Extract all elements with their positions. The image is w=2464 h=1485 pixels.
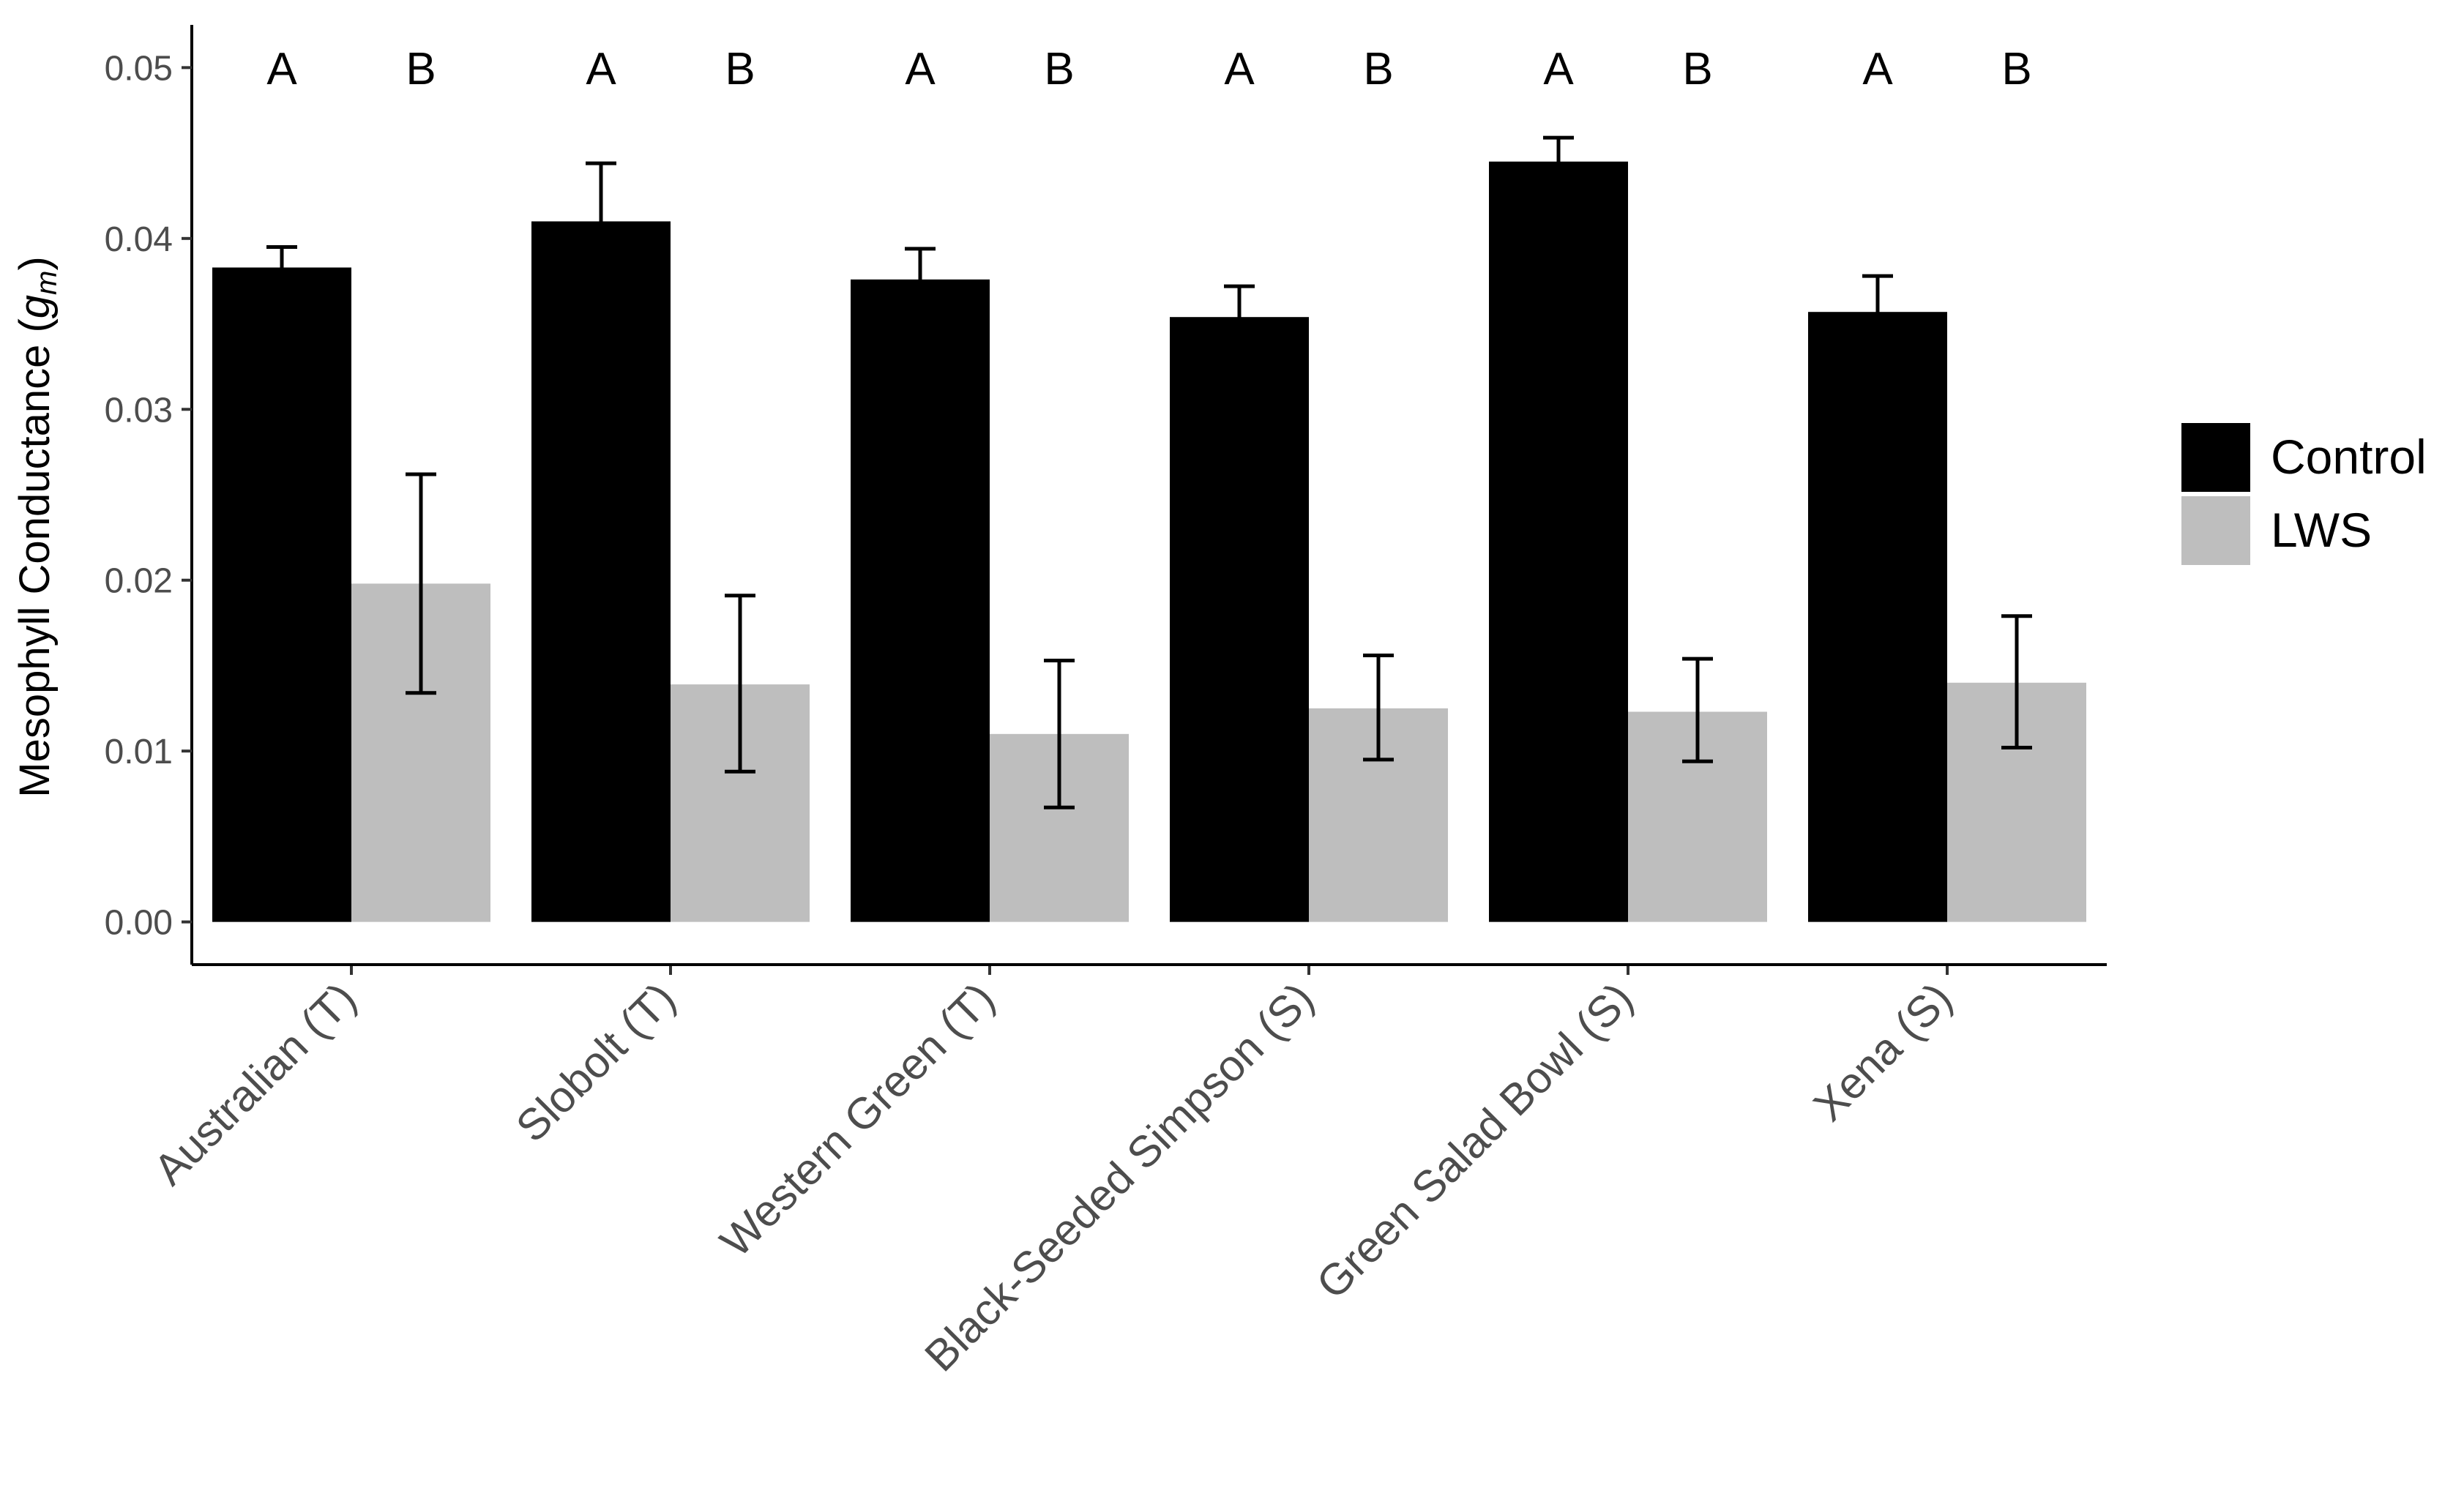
significance-letter-lws-3: B bbox=[1044, 44, 1074, 94]
y-axis-label-close: ) bbox=[11, 256, 59, 270]
y-tick-label-1: 0.00 bbox=[105, 904, 173, 943]
legend-label-control: Control bbox=[2271, 430, 2427, 484]
y-axis-label-subscript: m bbox=[31, 271, 63, 295]
y-axis-label-symbol: g bbox=[11, 295, 59, 318]
bar-control-6 bbox=[1808, 312, 1947, 922]
significance-letter-control-2: A bbox=[586, 44, 616, 94]
y-tick-label-4: 0.03 bbox=[105, 391, 173, 430]
bars-layer bbox=[212, 161, 2086, 922]
bar-control-2 bbox=[531, 221, 671, 922]
legend-key-control bbox=[2181, 423, 2250, 492]
y-axis-label: Mesophyll Conductance (gm) bbox=[11, 256, 63, 797]
legend-key-lws bbox=[2181, 496, 2250, 565]
y-axis-label-text: Mesophyll Conductance ( bbox=[11, 318, 59, 797]
y-tick-label-3: 0.02 bbox=[105, 562, 173, 601]
significance-letter-lws-5: B bbox=[1682, 44, 1712, 94]
significance-letter-control-4: A bbox=[1224, 44, 1255, 94]
significance-letter-control-1: A bbox=[266, 44, 297, 94]
x-tick-label-6: Xena (S) bbox=[1804, 973, 1961, 1131]
significance-letter-lws-6: B bbox=[2001, 44, 2031, 94]
legend: Control LWS bbox=[2181, 423, 2427, 565]
significance-letter-lws-1: B bbox=[406, 44, 436, 94]
significance-letter-control-3: A bbox=[905, 44, 936, 94]
error-bars-layer bbox=[266, 135, 2032, 809]
y-tick-label-5: 0.04 bbox=[105, 220, 173, 259]
bar-control-3 bbox=[851, 279, 990, 922]
y-tick-label-2: 0.01 bbox=[105, 733, 173, 771]
x-tick-label-2: Slobolt (T) bbox=[507, 973, 684, 1151]
bar-control-1 bbox=[212, 267, 351, 922]
x-tick-label-1: Australian (T) bbox=[144, 973, 365, 1194]
significance-letter-control-5: A bbox=[1543, 44, 1574, 94]
x-tick-label-3: Western Green (T) bbox=[711, 973, 1004, 1266]
x-tick-label-5: Green Salad Bowl (S) bbox=[1307, 973, 1643, 1309]
significance-letter-control-6: A bbox=[1862, 44, 1893, 94]
y-tick-label-6: 0.05 bbox=[105, 49, 173, 88]
bar-control-5 bbox=[1489, 161, 1628, 922]
significance-letter-lws-2: B bbox=[725, 44, 755, 94]
significance-letter-lws-4: B bbox=[1363, 44, 1393, 94]
legend-label-lws: LWS bbox=[2271, 503, 2372, 557]
bar-control-4 bbox=[1170, 317, 1309, 922]
